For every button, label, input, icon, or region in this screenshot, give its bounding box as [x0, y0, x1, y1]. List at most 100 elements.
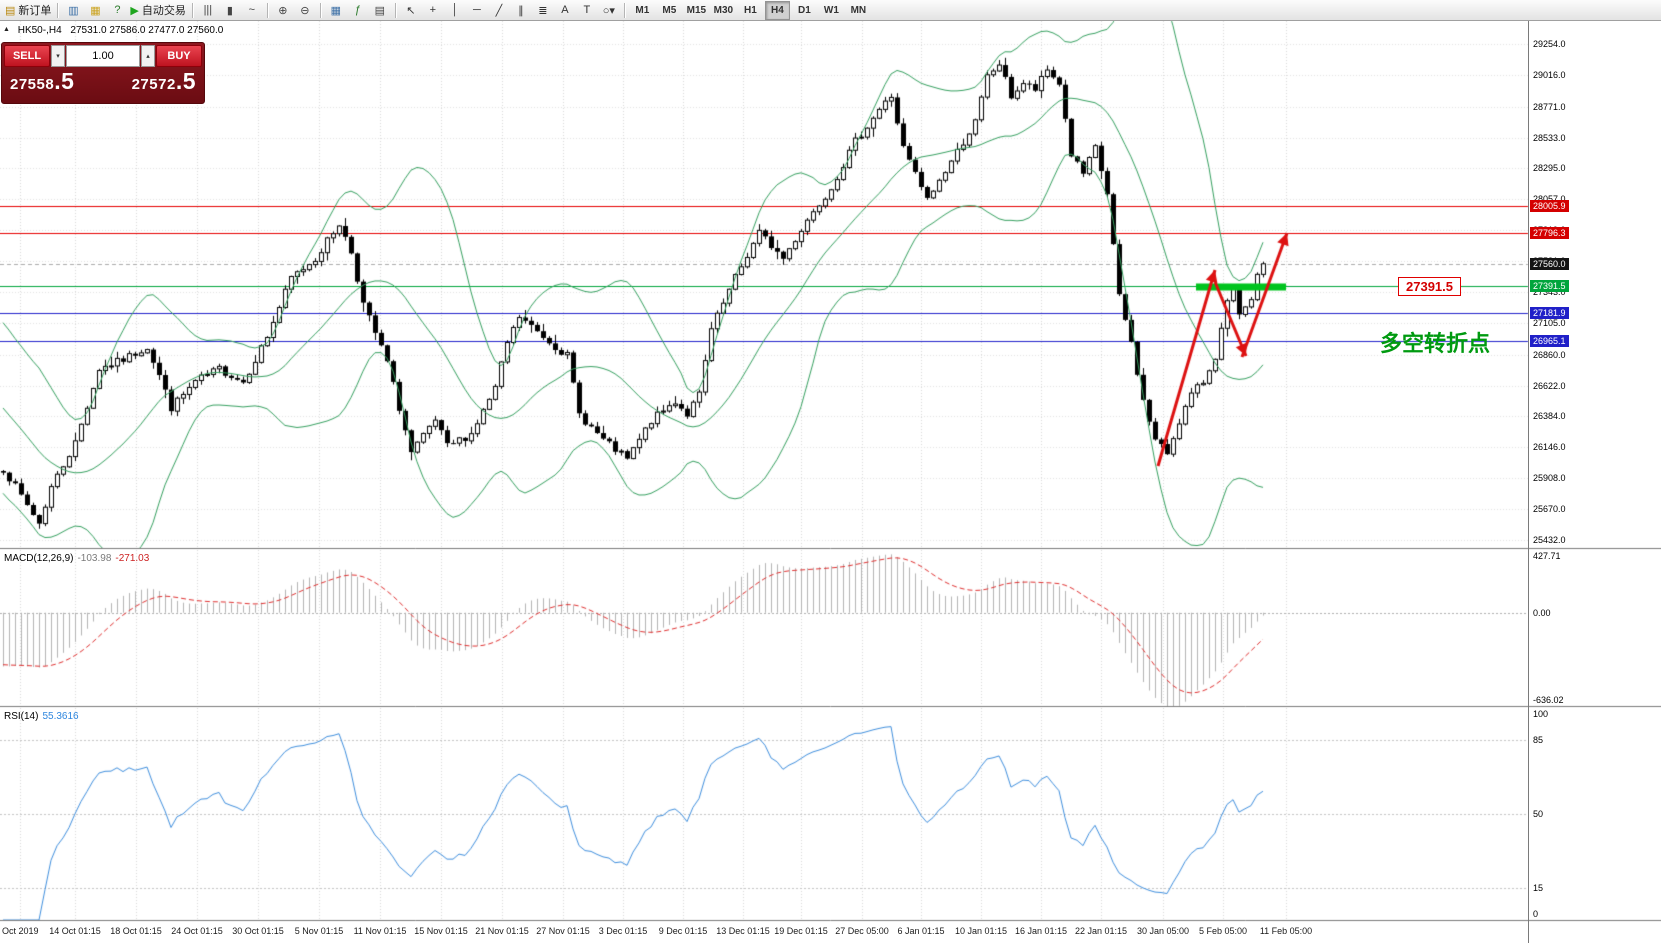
- scale-label: 28533.0: [1533, 132, 1566, 143]
- time-label: Oct 2019: [2, 926, 39, 936]
- sell-button[interactable]: SELL: [4, 45, 50, 67]
- templates-icon[interactable]: ▤: [369, 1, 391, 19]
- timeframe-m1-button[interactable]: M1: [635, 4, 650, 16]
- scale-label: 0: [1533, 909, 1539, 919]
- new-order-button: ▤: [5, 4, 16, 17]
- timeframe-m15-button[interactable]: M15: [686, 4, 707, 16]
- toolbar-separator: [394, 2, 396, 18]
- scale-label: 26384.0: [1533, 411, 1566, 422]
- autotrading-button[interactable]: ▶ 自动交易: [128, 1, 187, 19]
- timeframe-h1-button[interactable]: H1: [743, 4, 757, 16]
- price-scale[interactable]: 29254.0 29016.0 28771.0 28533.0 28295.0 28057…: [1528, 21, 1661, 943]
- price-annotation-box[interactable]: 27391.5: [1398, 277, 1461, 296]
- cursor-icon[interactable]: ↖: [400, 1, 422, 19]
- scale-label: 29016.0: [1533, 69, 1566, 80]
- line-chart-icon[interactable]: ~: [241, 1, 263, 19]
- trendline-icon: ╱: [495, 4, 503, 17]
- one-click-trading-panel: SELL ▾ 1.00 ▴ BUY 27558.5 27572.5: [1, 42, 205, 104]
- time-label: 18 Oct 01:15: [110, 926, 162, 936]
- help-icon[interactable]: ?: [106, 1, 128, 19]
- channel-icon[interactable]: ∥: [510, 1, 532, 19]
- sell-price-frac: .5: [54, 68, 75, 94]
- time-label: 21 Nov 01:15: [475, 926, 529, 936]
- bar-chart-icon[interactable]: |||: [197, 1, 219, 19]
- volume-increase-button[interactable]: ▴: [141, 45, 155, 67]
- zoom-out-icon[interactable]: ⊖: [294, 1, 316, 19]
- market-watch-icon[interactable]: ▥: [62, 1, 84, 19]
- fibonacci-icon: ≣: [538, 4, 548, 17]
- zoom-in-icon[interactable]: ⊕: [272, 1, 294, 19]
- timeframe-d1-button[interactable]: D1: [797, 4, 811, 16]
- scale-label: 28057.0: [1533, 194, 1566, 204]
- new-order-button[interactable]: ▤ 新订单: [3, 1, 53, 19]
- toolbar: ▤ 新订单 ▥ ▦? ▶ 自动交易 ||| ▮ ~ ⊕ ⊖ ▦ ƒ ▤ ↖ + │ ─ ╱ ∥ ≣ A T ○▾ M1 M5 M15…: [0, 0, 1661, 21]
- price-badge-28005-9: 28005.9: [1530, 199, 1569, 212]
- timeframe-h4-button[interactable]: H4: [764, 0, 790, 20]
- time-axis[interactable]: Oct 2019 14 Oct 01:15 18 Oct 01:15 24 Oct 0…: [0, 921, 1528, 943]
- scale-label: 15: [1533, 883, 1544, 894]
- shapes-icon[interactable]: ○▾: [598, 1, 620, 19]
- zoom-in-icon: ⊕: [278, 4, 288, 17]
- buy-price-main: 27572: [131, 76, 176, 93]
- timeframe-w1-button[interactable]: W1: [823, 4, 839, 16]
- scale-label: 427.71: [1533, 551, 1561, 561]
- turning-point-note[interactable]: 多空转折点: [1380, 331, 1491, 356]
- data-window-icon[interactable]: ▦: [84, 1, 106, 19]
- volume-input[interactable]: 1.00: [66, 45, 140, 67]
- new-order-button-label: 新订单: [18, 5, 52, 17]
- time-label: 6 Jan 01:15: [897, 926, 945, 936]
- tile-windows-icon[interactable]: ▦: [325, 1, 347, 19]
- timeframe-m30-button[interactable]: M30: [713, 4, 734, 16]
- horizontal-line-icon[interactable]: ─: [466, 1, 488, 19]
- crosshair-icon: +: [429, 4, 437, 16]
- toolbar-separator: [191, 2, 193, 18]
- shapes-icon: ○▾: [602, 4, 615, 17]
- macd-indicator-label: MACD(12,26,9) -103.98 -271.03: [4, 553, 149, 564]
- one-click-toggle[interactable]: ▲: [3, 26, 10, 33]
- buy-button[interactable]: BUY: [156, 45, 202, 67]
- price-badge-27181-9: 27181.9: [1530, 306, 1569, 319]
- price-badge-27796-3: 27796.3: [1530, 227, 1569, 240]
- time-label: 16 Jan 01:15: [1014, 926, 1068, 936]
- time-label: 14 Oct 01:15: [49, 926, 101, 936]
- time-label: 27 Dec 05:00: [835, 926, 889, 936]
- scale-label: 85: [1533, 734, 1544, 745]
- crosshair-icon[interactable]: +: [422, 1, 444, 19]
- tile-windows-icon: ▦: [330, 4, 342, 17]
- market-watch-icon: ▥: [68, 4, 79, 17]
- time-label: 27 Nov 01:15: [536, 926, 590, 936]
- price-badge-27391-5: 27391.5: [1530, 279, 1569, 292]
- text-icon[interactable]: A: [554, 1, 576, 19]
- time-label: 24 Oct 01:15: [171, 926, 223, 936]
- scale-label: 100: [1533, 709, 1549, 719]
- macd-name: MACD(12,26,9): [4, 553, 74, 564]
- scale-label: 28771.0: [1533, 101, 1566, 112]
- label-icon[interactable]: T: [576, 1, 598, 19]
- channel-icon: ∥: [518, 4, 524, 17]
- sell-price[interactable]: 27558.5: [10, 68, 75, 94]
- scale-label: 27105.0: [1533, 317, 1566, 328]
- buy-price-frac: .5: [175, 68, 196, 94]
- time-label: 3 Dec 01:15: [598, 926, 648, 936]
- candlestick-chart-icon[interactable]: ▮: [219, 1, 241, 19]
- timeframe-mn-button[interactable]: MN: [850, 4, 867, 16]
- time-label: 5 Feb 05:00: [1198, 926, 1248, 936]
- vertical-line-icon[interactable]: │: [444, 1, 466, 19]
- autotrading-button: ▶: [130, 4, 139, 17]
- cursor-icon: ↖: [406, 4, 416, 17]
- scale-label: 0.00: [1533, 607, 1551, 618]
- timeframe-m5-button[interactable]: M5: [662, 4, 677, 16]
- zoom-out-icon: ⊖: [300, 4, 310, 17]
- indicators-icon[interactable]: ƒ: [347, 1, 369, 19]
- time-label: 11 Nov 01:15: [353, 926, 407, 936]
- buy-price[interactable]: 27572.5: [131, 68, 196, 94]
- text-icon: A: [561, 4, 569, 16]
- volume-decrease-button[interactable]: ▾: [51, 45, 65, 67]
- price-badge-27560-0: 27560.0: [1530, 257, 1569, 270]
- help-icon: ?: [114, 4, 121, 16]
- scale-label: 26146.0: [1533, 442, 1566, 453]
- trendline-icon[interactable]: ╱: [488, 1, 510, 19]
- fibonacci-icon[interactable]: ≣: [532, 1, 554, 19]
